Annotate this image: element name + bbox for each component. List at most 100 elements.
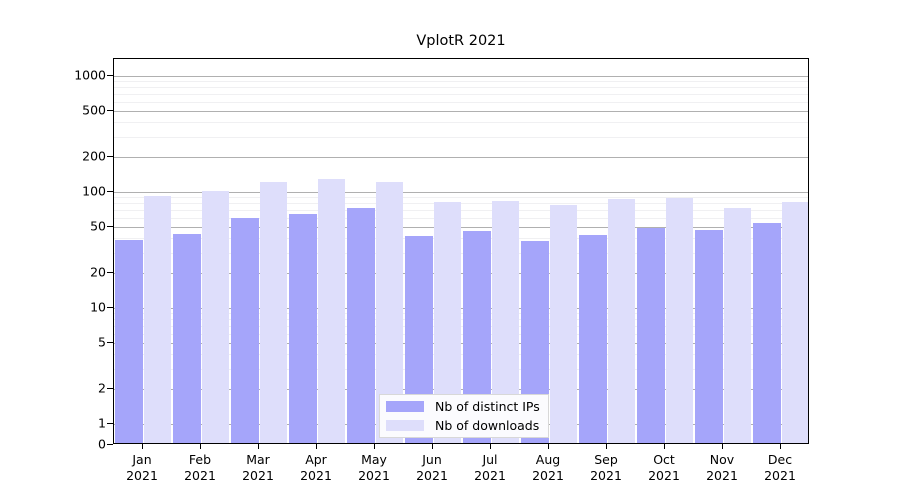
y-axis-tick-label: 50 (90, 218, 106, 234)
gridline-major (114, 191, 808, 193)
x-axis-tick-label-month: Oct (653, 452, 675, 467)
x-axis-tick-label-month: Aug (535, 452, 561, 467)
x-axis-tick-mark (664, 444, 665, 449)
x-axis-tick-label: Mar 2021 (242, 452, 274, 483)
y-axis-tick-mark (107, 74, 113, 76)
legend-item-downloads: Nb of downloads (386, 417, 540, 434)
x-axis-tick-label-year: 2021 (242, 467, 274, 483)
legend-label-distinct-ips: Nb of distinct IPs (435, 399, 540, 414)
y-axis-tick-mark (107, 190, 113, 192)
bar (317, 179, 345, 443)
bar (695, 230, 723, 443)
x-axis-tick-label-year: 2021 (706, 467, 738, 483)
gridline-minor (114, 122, 808, 124)
y-axis-tick-mark (107, 387, 113, 389)
x-axis-tick-label-month: Dec (767, 452, 793, 467)
gridline-minor (114, 209, 808, 211)
x-axis-tick-mark (142, 444, 143, 449)
gridline-minor (114, 203, 808, 205)
x-axis-tick-label: Jul 2021 (474, 452, 506, 483)
x-axis-tick-label: Sep 2021 (590, 452, 622, 483)
x-axis-tick-label: Aug 2021 (532, 452, 564, 483)
gridline-minor (114, 136, 808, 138)
x-axis-tick-label-month: Jan (132, 452, 152, 467)
bar (347, 207, 375, 443)
x-axis-tick-label: Apr 2021 (300, 452, 332, 483)
y-axis-tick-mark (107, 444, 113, 445)
gridline-minor (114, 238, 808, 239)
x-axis-tick-label-month: Nov (709, 452, 735, 467)
x-axis-tick-label-month: Jun (422, 452, 442, 467)
x-axis-tick-label: May 2021 (358, 452, 390, 483)
x-axis-tick-label-month: Jul (482, 452, 498, 467)
bar (607, 199, 635, 443)
x-axis-tick-label-year: 2021 (648, 467, 680, 483)
x-axis-tick-label-year: 2021 (764, 467, 796, 483)
y-axis-tick-mark (107, 225, 113, 227)
y-axis-tick-label: 1 (98, 415, 106, 431)
x-axis-tick-mark (548, 444, 549, 449)
gridline-major (114, 342, 808, 344)
legend-item-distinct-ips: Nb of distinct IPs (386, 398, 540, 415)
gridline-major (114, 272, 808, 274)
x-axis-tick-mark (780, 444, 781, 449)
x-axis-tick-label: Nov 2021 (706, 452, 738, 483)
gridline-minor (114, 325, 808, 327)
x-axis-tick-mark (606, 444, 607, 449)
chart-title: VplotR 2021 (416, 33, 506, 49)
gridline-major (114, 226, 808, 228)
x-axis-tick-mark (374, 444, 375, 449)
x-axis-tick-label-year: 2021 (590, 467, 622, 483)
x-axis-tick-label-month: Apr (305, 452, 327, 467)
bar (723, 207, 751, 443)
x-axis-tick-mark (316, 444, 317, 449)
bar (115, 239, 143, 443)
gridline-minor (114, 252, 808, 254)
x-axis-tick-mark (722, 444, 723, 449)
bar (231, 218, 259, 443)
bar (143, 196, 171, 443)
gridline-major (114, 388, 808, 390)
gridline-major (114, 110, 808, 112)
gridline-minor (114, 93, 808, 95)
gridline-minor (114, 354, 808, 355)
y-axis-tick-mark (107, 422, 113, 424)
gridline-minor (114, 368, 808, 370)
bar (549, 205, 577, 443)
x-axis-tick-label-month: Feb (188, 452, 212, 467)
y-axis-tick-label: 5 (98, 334, 106, 350)
bar (781, 201, 808, 443)
x-axis-tick-label-year: 2021 (358, 467, 390, 483)
chart-legend: Nb of distinct IPs Nb of downloads (379, 394, 549, 438)
legend-swatch-icon-distinct-ips (386, 401, 424, 412)
x-axis-tick-mark (432, 444, 433, 449)
gridline-minor (114, 319, 808, 321)
legend-label-downloads: Nb of downloads (435, 418, 540, 433)
x-axis-tick-label-year: 2021 (126, 467, 158, 483)
x-axis-tick-label: Oct 2021 (648, 452, 680, 483)
y-axis-tick-mark (107, 109, 113, 111)
gridline-minor (114, 197, 808, 199)
bar (665, 198, 693, 443)
y-axis-tick-mark (107, 306, 113, 308)
x-axis-tick-label-month: Mar (246, 452, 270, 467)
x-axis-tick-label-year: 2021 (474, 467, 506, 483)
y-axis-tick-mark (107, 341, 113, 343)
x-axis-tick-label-year: 2021 (300, 467, 332, 483)
bar (173, 233, 201, 443)
gridline-major (114, 307, 808, 309)
y-axis-tick-label: 1000 (74, 67, 106, 83)
x-axis-tick-label: Jan 2021 (126, 452, 158, 483)
x-axis-tick-label-year: 2021 (416, 467, 448, 483)
gridline-minor (114, 81, 808, 83)
y-axis-tick-label: 10 (90, 299, 106, 315)
y-axis-tick-label: 20 (90, 264, 106, 280)
gridline-minor (114, 333, 808, 335)
x-axis-tick-label: Feb 2021 (184, 452, 216, 483)
x-axis-tick-mark (490, 444, 491, 449)
gridline-major (114, 75, 808, 77)
bar (579, 234, 607, 443)
y-axis-tick-label: 0 (98, 436, 106, 452)
x-axis-tick-mark (258, 444, 259, 449)
